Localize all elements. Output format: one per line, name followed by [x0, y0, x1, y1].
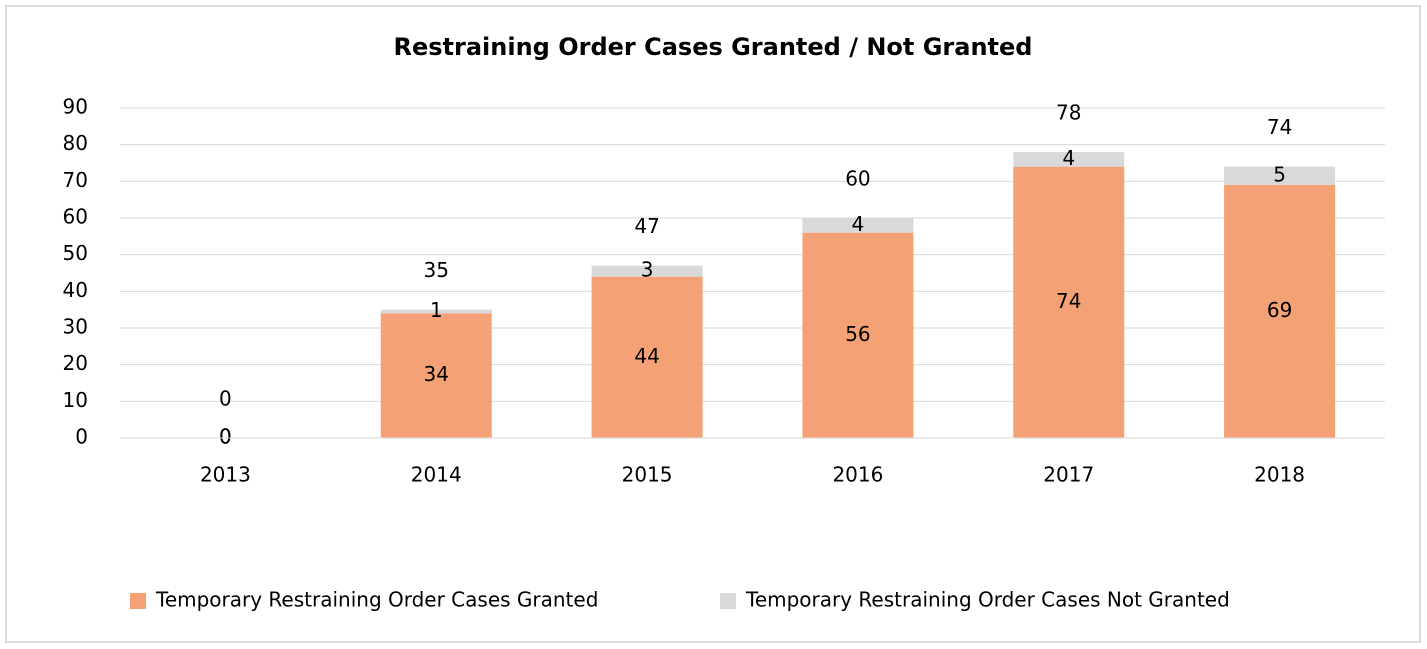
total-label: 60	[845, 167, 870, 191]
data-label: 74	[1056, 289, 1081, 313]
x-tick-label: 2016	[832, 463, 883, 487]
data-label: 4	[852, 212, 865, 236]
total-label: 47	[634, 214, 659, 238]
legend-swatch	[720, 593, 736, 609]
y-tick-label: 40	[63, 278, 88, 302]
x-tick-label: 2018	[1254, 463, 1305, 487]
data-label: 4	[1062, 146, 1075, 170]
data-label: 34	[424, 362, 449, 386]
y-tick-label: 0	[75, 425, 88, 449]
data-label: 44	[634, 344, 659, 368]
x-tick-label: 2013	[200, 463, 251, 487]
bar-segment	[1013, 152, 1125, 167]
legend-swatch	[130, 593, 146, 609]
bar-segment	[1013, 166, 1125, 438]
x-tick-label: 2014	[411, 463, 462, 487]
data-label: 69	[1267, 298, 1292, 322]
legend-label: Temporary Restraining Order Cases Not Gr…	[745, 588, 1230, 612]
data-label: 56	[845, 322, 870, 346]
bar-segment	[591, 265, 703, 277]
bar-segment	[1224, 185, 1336, 438]
total-label: 35	[424, 258, 449, 282]
bar-segment	[802, 218, 914, 233]
bar-segment	[1224, 166, 1336, 185]
x-tick-label: 2015	[622, 463, 673, 487]
y-tick-label: 90	[63, 95, 88, 119]
bar-segment	[802, 232, 914, 438]
y-tick-label: 30	[63, 315, 88, 339]
data-label: 0	[219, 425, 232, 449]
y-tick-label: 70	[63, 168, 88, 192]
y-tick-label: 10	[63, 388, 88, 412]
legend-label: Temporary Restraining Order Cases Grante…	[155, 588, 598, 612]
data-label: 1	[430, 298, 443, 322]
total-label: 0	[219, 387, 232, 411]
y-tick-label: 50	[63, 241, 88, 265]
total-label: 78	[1056, 101, 1081, 125]
bar-segment	[380, 313, 492, 438]
x-tick-label: 2017	[1043, 463, 1094, 487]
data-label: 0	[219, 425, 232, 449]
y-tick-label: 60	[63, 205, 88, 229]
bar-segment	[380, 309, 492, 314]
y-tick-label: 80	[63, 131, 88, 155]
data-label: 3	[641, 258, 654, 282]
y-tick-label: 20	[63, 351, 88, 375]
chart-title: Restraining Order Cases Granted / Not Gr…	[394, 33, 1033, 61]
data-label: 5	[1273, 162, 1286, 186]
chart-border	[5, 5, 1421, 643]
bar-segment	[591, 276, 703, 438]
total-label: 74	[1267, 115, 1292, 139]
